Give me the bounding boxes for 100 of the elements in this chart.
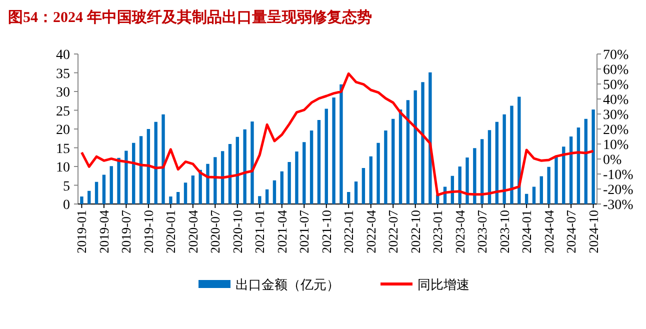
x-tick-label: 2021-04 [274, 210, 290, 254]
y-tick-label: 40 [56, 48, 70, 63]
bar [132, 142, 136, 204]
bar [162, 114, 165, 204]
bar [214, 157, 217, 204]
bar [258, 196, 262, 204]
bar [124, 150, 128, 204]
x-tick-label: 2022-07 [386, 210, 401, 254]
bar [317, 120, 321, 204]
bar [532, 186, 536, 204]
bar [518, 96, 521, 204]
y-tick-label: 35 [56, 66, 70, 82]
y-tick-label: 5 [63, 179, 70, 194]
bar [272, 180, 276, 204]
y2-tick-label: 40% [603, 93, 629, 108]
bar [94, 182, 98, 204]
bar [458, 166, 462, 204]
x-tick-label: 2021-01 [252, 210, 268, 254]
bar [206, 164, 210, 204]
bar [295, 152, 298, 204]
x-tick-label: 2023-07 [474, 210, 490, 254]
bar [280, 171, 284, 204]
x-tick-label: 2023-01 [430, 210, 446, 254]
bar [488, 130, 492, 204]
x-tick-label: 2023-04 [452, 210, 468, 254]
y2-tick-label: 0% [603, 153, 622, 168]
x-tick-label: 2022-04 [363, 210, 378, 254]
bar [88, 190, 91, 204]
y-tick-label: 0 [63, 198, 70, 213]
bar [347, 192, 350, 204]
bar [324, 108, 328, 204]
bar [569, 136, 573, 204]
x-tick-label: 2021-10 [318, 210, 334, 254]
bar [340, 84, 343, 204]
bar [110, 166, 113, 204]
bar [466, 158, 469, 204]
bar [369, 156, 372, 204]
bar [502, 114, 506, 204]
bar [332, 98, 336, 204]
y2-tick-label: 70% [603, 48, 629, 63]
bar [250, 122, 254, 204]
bar [584, 118, 588, 204]
y2-tick-label: -30% [603, 198, 634, 213]
x-tick-label: 2019-07 [118, 210, 134, 254]
x-tick-label: 2024-10 [586, 210, 601, 254]
x-tick-label: 2020-01 [163, 210, 178, 254]
bar [554, 156, 558, 204]
y2-tick-label: -20% [603, 183, 634, 198]
y-tick-label: 10 [56, 160, 70, 176]
bar [243, 129, 246, 204]
x-tick-label: 2023-10 [496, 210, 512, 254]
bar [310, 130, 314, 204]
x-tick-label: 2019-10 [140, 210, 156, 254]
bar [421, 82, 424, 204]
bar [376, 142, 380, 204]
bar [406, 100, 410, 204]
x-tick-label: 2022-10 [408, 210, 423, 254]
bar [510, 106, 514, 204]
bar [198, 170, 202, 204]
y2-tick-label: 20% [603, 123, 629, 138]
x-tick-label: 2024-01 [519, 210, 534, 254]
bar [146, 129, 150, 204]
bar [302, 142, 306, 204]
y2-tick-label: 10% [603, 138, 629, 153]
bar [576, 128, 580, 204]
bar [236, 136, 240, 204]
x-tick-label: 2019-04 [96, 210, 112, 254]
bar [288, 162, 291, 204]
bar [354, 182, 358, 204]
bar [169, 196, 172, 204]
x-tick-label: 2020-07 [208, 210, 223, 254]
bar [384, 130, 388, 204]
x-tick-label: 2021-07 [296, 210, 312, 254]
bar [80, 196, 84, 204]
bar [184, 182, 188, 204]
bar [495, 122, 499, 204]
x-tick-label: 2020-10 [230, 210, 245, 254]
bar [398, 110, 402, 204]
bar [428, 72, 432, 204]
x-tick-label: 2024-07 [564, 210, 579, 254]
x-tick-label: 2020-04 [185, 210, 200, 254]
y-tick-label: 30 [56, 86, 70, 100]
x-tick-label: 2024-04 [541, 210, 556, 254]
x-tick-label: 2019-01 [74, 210, 90, 254]
bar [265, 189, 269, 204]
bar [154, 122, 158, 204]
bar [191, 176, 195, 204]
bar [117, 158, 120, 204]
y-tick-label: 15 [56, 142, 70, 157]
y-tick-label: 25 [56, 104, 70, 120]
bar [139, 136, 143, 204]
bar [547, 166, 550, 204]
bar [592, 110, 595, 204]
bar [562, 146, 566, 204]
bar [414, 90, 417, 204]
bar [228, 144, 232, 204]
chart-title: 图54：2024 年中国玻纤及其制品出口量呈现弱修复态势 [8, 9, 372, 26]
bar [540, 176, 543, 204]
bar [473, 148, 476, 204]
x-tick-label: 2022-01 [341, 210, 356, 254]
